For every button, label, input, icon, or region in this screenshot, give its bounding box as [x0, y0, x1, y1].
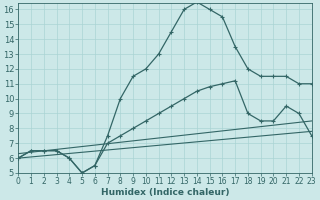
X-axis label: Humidex (Indice chaleur): Humidex (Indice chaleur) [101, 188, 229, 197]
